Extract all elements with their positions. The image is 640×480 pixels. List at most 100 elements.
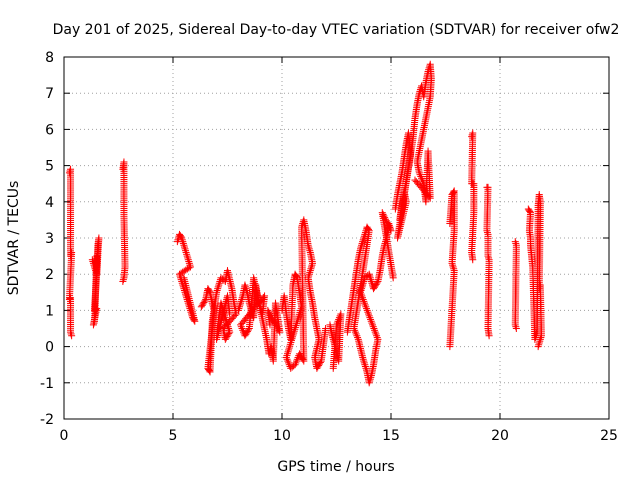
data-point bbox=[234, 306, 242, 314]
data-point bbox=[184, 256, 192, 264]
data-point bbox=[335, 314, 343, 322]
data-point bbox=[359, 353, 367, 361]
data-point bbox=[308, 261, 316, 269]
data-point bbox=[237, 299, 245, 307]
data-point bbox=[213, 288, 221, 296]
data-point bbox=[483, 229, 491, 237]
data-point bbox=[222, 317, 230, 325]
data-point bbox=[357, 243, 365, 251]
data-point bbox=[306, 268, 314, 276]
data-point bbox=[512, 323, 520, 331]
data-point bbox=[287, 337, 295, 345]
data-point bbox=[291, 361, 299, 369]
data-point bbox=[411, 176, 419, 184]
data-point bbox=[367, 373, 375, 381]
data-point bbox=[223, 332, 231, 340]
data-point bbox=[361, 301, 369, 309]
data-point bbox=[371, 326, 379, 334]
data-point bbox=[367, 315, 375, 323]
data-point bbox=[285, 346, 293, 354]
data-point bbox=[358, 292, 366, 300]
data-point bbox=[241, 332, 249, 340]
data-point bbox=[225, 326, 233, 334]
data-point bbox=[534, 343, 542, 351]
data-point bbox=[316, 359, 324, 367]
data-point bbox=[67, 330, 75, 338]
data-point bbox=[226, 310, 234, 318]
data-point bbox=[225, 325, 233, 332]
data-point bbox=[293, 273, 301, 281]
data-point bbox=[359, 281, 367, 289]
data-point bbox=[365, 270, 373, 278]
data-point bbox=[365, 312, 373, 320]
data-point bbox=[180, 243, 188, 251]
data-point bbox=[356, 288, 364, 296]
data-point bbox=[484, 252, 492, 260]
data-point bbox=[224, 323, 232, 331]
y-tick-label: 1 bbox=[45, 303, 54, 319]
data-point bbox=[351, 328, 359, 336]
data-point bbox=[283, 355, 291, 363]
data-point bbox=[305, 243, 313, 251]
data-point bbox=[222, 334, 230, 342]
data-point bbox=[373, 279, 381, 287]
data-point bbox=[237, 297, 245, 305]
data-point bbox=[199, 300, 207, 308]
data-point bbox=[295, 350, 303, 358]
data-point bbox=[177, 233, 185, 241]
data-point bbox=[238, 325, 246, 332]
y-tick-label: -2 bbox=[40, 412, 54, 428]
data-points bbox=[65, 60, 545, 387]
x-tick-label: 10 bbox=[273, 428, 291, 444]
data-point bbox=[350, 325, 358, 332]
data-point bbox=[356, 245, 364, 253]
data-point bbox=[369, 321, 377, 329]
data-point bbox=[221, 335, 229, 343]
data-point bbox=[417, 172, 425, 180]
data-point bbox=[237, 321, 245, 329]
data-point bbox=[89, 321, 97, 329]
data-point bbox=[307, 263, 315, 271]
data-point bbox=[537, 334, 545, 342]
data-point bbox=[446, 343, 454, 351]
data-point bbox=[238, 296, 246, 304]
data-point bbox=[284, 348, 292, 356]
data-point bbox=[387, 227, 395, 235]
data-point bbox=[537, 332, 545, 340]
data-point bbox=[370, 325, 378, 332]
data-point bbox=[244, 327, 252, 335]
data-point bbox=[304, 241, 312, 249]
data-point bbox=[236, 301, 244, 309]
x-tick-label: 0 bbox=[60, 428, 69, 444]
data-point bbox=[360, 297, 368, 305]
data-point bbox=[366, 272, 374, 280]
data-point bbox=[362, 364, 370, 372]
data-point bbox=[214, 283, 222, 291]
data-point bbox=[119, 276, 127, 284]
data-point bbox=[179, 239, 187, 247]
data-point bbox=[386, 225, 394, 233]
data-point bbox=[369, 323, 377, 331]
data-point bbox=[335, 315, 343, 323]
data-point bbox=[180, 274, 188, 282]
data-point bbox=[313, 364, 321, 372]
data-point bbox=[93, 252, 101, 260]
data-point bbox=[329, 364, 337, 372]
data-point bbox=[298, 354, 306, 362]
data-point bbox=[334, 317, 342, 325]
data-point bbox=[243, 329, 251, 337]
data-point bbox=[197, 303, 205, 311]
data-point bbox=[179, 238, 187, 246]
data-point bbox=[359, 238, 367, 246]
data-point bbox=[512, 325, 520, 332]
data-point bbox=[358, 239, 366, 247]
data-point bbox=[186, 261, 194, 269]
data-point bbox=[224, 331, 232, 339]
data-point bbox=[371, 328, 379, 336]
x-tick-label: 20 bbox=[491, 428, 509, 444]
data-point bbox=[180, 241, 188, 249]
data-point bbox=[367, 277, 375, 285]
data-point bbox=[224, 321, 231, 329]
data-point bbox=[536, 337, 544, 345]
